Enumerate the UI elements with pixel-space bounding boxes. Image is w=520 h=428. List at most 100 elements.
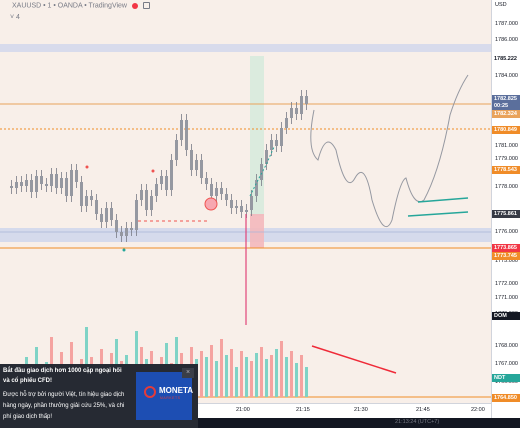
candle-body	[150, 196, 153, 210]
projection-dashed-line[interactable]	[249, 146, 275, 197]
candle-body	[35, 176, 38, 192]
resistance-zone	[0, 44, 491, 52]
candle-body	[160, 176, 163, 184]
price-label: 1786.000	[495, 37, 518, 43]
price-axis[interactable]: USD 1787.000 1786.000 1784.000 1781.000 1779…	[491, 0, 520, 428]
volume-bar	[235, 367, 238, 397]
circle-marker[interactable]	[204, 197, 218, 211]
ad-headline-2: và cổ phiếu CFD!	[3, 378, 53, 384]
market-status-dot	[131, 2, 138, 9]
candle-body	[215, 188, 218, 196]
trendline-red-volume[interactable]	[311, 345, 397, 374]
trendline-green-2[interactable]	[407, 211, 469, 217]
volume-bar	[270, 355, 273, 397]
close-icon[interactable]: ×	[182, 368, 194, 378]
volume-bar	[225, 355, 228, 397]
candle-body	[50, 174, 53, 186]
chart-drawing[interactable]	[0, 0, 491, 403]
volume-bar	[215, 361, 218, 397]
candle-body	[190, 150, 193, 170]
chart-canvas[interactable]: XAUUSD • 1 • OANDA • TradingView ˅ 4	[0, 0, 491, 403]
candle-body	[210, 184, 213, 196]
time-label: 21:30	[354, 407, 368, 413]
candle-body	[130, 228, 133, 230]
price-badge[interactable]: 1764.850	[492, 394, 520, 402]
moneta-brand: MONETA	[159, 386, 194, 395]
candle-body	[135, 200, 138, 230]
clock-text: 21:13:24 (UTC+7)	[395, 419, 440, 425]
volume-bar	[210, 345, 213, 397]
indicators-collapse-button[interactable]: ˅ 4	[10, 14, 20, 21]
screenshot-icon[interactable]	[142, 2, 150, 9]
freehand-projection-path[interactable]	[310, 74, 469, 228]
candle-body	[75, 170, 78, 182]
price-label: 1784.000	[495, 73, 518, 79]
volume-bar	[295, 363, 298, 397]
candle-body	[70, 170, 73, 196]
volume-bar	[265, 359, 268, 397]
ad-body-2: hàng ngày, phần thưởng giải cứu 25%, và …	[3, 403, 125, 409]
price-label: 1771.000	[495, 295, 518, 301]
candle-body	[25, 180, 28, 186]
volume-bar	[85, 327, 88, 397]
candle-body	[220, 188, 223, 194]
price-badge[interactable]: 1780.849	[492, 126, 520, 134]
candle-body	[290, 108, 293, 118]
price-badge[interactable]: 1778.543	[492, 166, 520, 174]
candle-body	[280, 128, 283, 146]
candle-body	[60, 178, 63, 188]
candle-body	[140, 190, 143, 200]
volume-bar	[205, 357, 208, 397]
price-badge[interactable]: NDT	[492, 374, 520, 382]
moneta-logo[interactable]: MONETA MARKETS	[136, 372, 194, 420]
volume-bar	[260, 347, 263, 397]
time-label: 21:00	[236, 407, 250, 413]
candle-body	[120, 232, 123, 236]
candle-body	[260, 164, 263, 180]
status-bar: 21:13:24 (UTC+7)	[0, 418, 520, 428]
candle-body	[10, 186, 13, 188]
time-label: 21:15	[296, 407, 310, 413]
price-badge[interactable]: 1773.745	[492, 252, 520, 260]
candle-body	[235, 206, 238, 208]
candle-body	[205, 178, 208, 184]
price-label: 1781.000	[495, 143, 518, 149]
price-badge[interactable]: 1782.324	[492, 110, 520, 118]
marker-dot	[85, 165, 89, 169]
price-badge[interactable]: 1773.865	[492, 244, 520, 252]
candlestick-series	[10, 90, 308, 242]
candle-body	[165, 176, 168, 190]
moneta-logo-icon	[144, 386, 156, 398]
ad-body-3: phí giao dịch thấp!	[3, 414, 53, 420]
candle-body	[110, 208, 113, 220]
candle-body	[65, 178, 68, 196]
price-badge[interactable]: 00:25	[492, 102, 520, 110]
volume-bar	[300, 355, 303, 397]
volume-bar	[280, 341, 283, 397]
candle-body	[255, 180, 258, 196]
candle-body	[180, 120, 183, 140]
volume-bar	[285, 357, 288, 397]
candle-body	[95, 200, 98, 214]
price-badge[interactable]: 1785.222	[492, 55, 520, 63]
candle-body	[250, 196, 253, 210]
price-badge[interactable]: 1782.825	[492, 95, 520, 103]
price-label: 1772.000	[495, 281, 518, 287]
candle-body	[285, 118, 288, 128]
price-label: 1766.000	[495, 379, 518, 385]
symbol-title[interactable]: XAUUSD • 1 • OANDA • TradingView	[12, 2, 150, 9]
candle-body	[305, 96, 308, 104]
volume-bar	[255, 353, 258, 397]
candle-body	[55, 174, 58, 188]
price-label: 1778.000	[495, 184, 518, 190]
trendline-green-1[interactable]	[417, 197, 469, 203]
price-badge[interactable]: 1775.861	[492, 210, 520, 218]
price-label: 1775.000	[495, 258, 518, 264]
price-badge[interactable]: DOM	[492, 312, 520, 320]
candle-body	[100, 214, 103, 222]
volume-bar	[305, 367, 308, 397]
candle-body	[200, 160, 203, 178]
ad-headline-1: Bắt đầu giao dịch hơn 1000 cặp ngoại hối	[3, 368, 122, 374]
candle-body	[80, 182, 83, 206]
